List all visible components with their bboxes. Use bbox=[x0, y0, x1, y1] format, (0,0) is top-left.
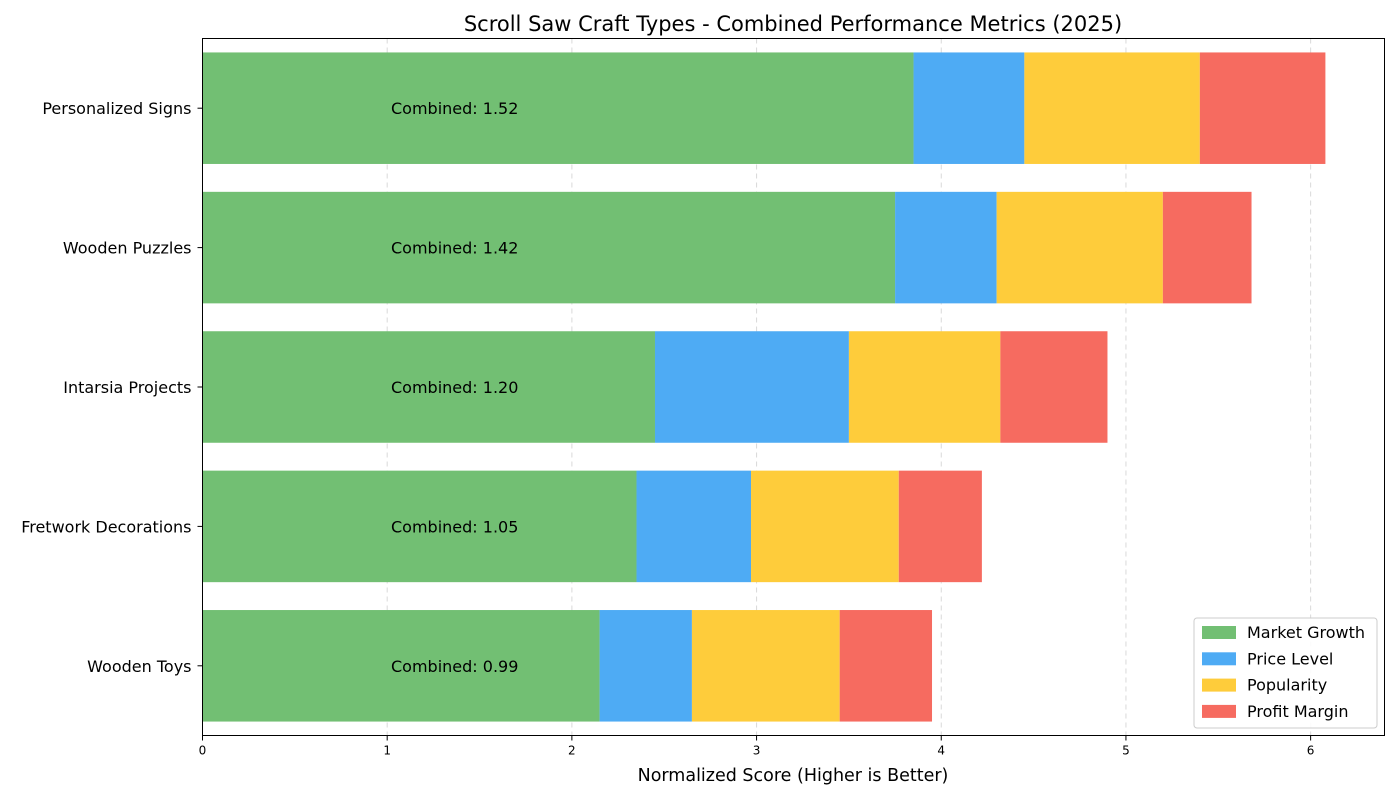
bars bbox=[202, 52, 1326, 722]
legend-label: Popularity bbox=[1247, 676, 1327, 695]
legend-label: Profit Margin bbox=[1247, 702, 1348, 721]
legend: Market Growth Price Level Popularity Profit… bbox=[1193, 617, 1378, 729]
bar-price-level bbox=[636, 470, 752, 583]
x-axis-label: Normalized Score (Higher is Better) bbox=[638, 766, 949, 786]
bar-profit-margin bbox=[1199, 52, 1326, 164]
bar-market-growth bbox=[202, 52, 914, 164]
bar-popularity bbox=[691, 610, 840, 722]
legend-swatch bbox=[1202, 626, 1236, 639]
x-tick-label: 3 bbox=[753, 744, 761, 758]
combined-annotation: Combined: 1.42 bbox=[391, 239, 518, 258]
x-tick-label: 2 bbox=[568, 744, 576, 758]
y-tick-label: Intarsia Projects bbox=[63, 378, 191, 397]
bar-popularity bbox=[1024, 52, 1200, 164]
legend-box bbox=[1193, 617, 1378, 729]
bar-market-growth bbox=[202, 331, 655, 443]
legend-label: Price Level bbox=[1247, 649, 1333, 668]
x-tick-label: 4 bbox=[937, 744, 945, 758]
bar-profit-margin bbox=[898, 470, 982, 583]
legend-swatch bbox=[1202, 678, 1236, 692]
legend-label: Market Growth bbox=[1247, 623, 1365, 642]
bar-popularity bbox=[996, 191, 1163, 304]
bar-popularity bbox=[751, 470, 899, 583]
bar-price-level bbox=[913, 52, 1025, 164]
chart-title: Scroll Saw Craft Types - Combined Perfor… bbox=[464, 12, 1122, 36]
x-tick-label: 5 bbox=[1122, 744, 1130, 758]
bar-market-growth bbox=[202, 191, 896, 304]
bar-popularity bbox=[848, 331, 1001, 443]
y-tick-label: Personalized Signs bbox=[42, 99, 191, 118]
y-axis: Personalized Signs Wooden Puzzles Intarsia… bbox=[21, 99, 203, 676]
combined-annotation: Combined: 1.05 bbox=[391, 517, 518, 536]
bar-price-level bbox=[599, 610, 692, 722]
bar-profit-margin bbox=[839, 610, 933, 722]
y-tick-label: Fretwork Decorations bbox=[21, 517, 191, 536]
combined-annotation: Combined: 1.20 bbox=[391, 378, 518, 397]
x-axis: 0 1 2 3 4 5 6 bbox=[199, 735, 1315, 758]
combined-annotation: Combined: 1.52 bbox=[391, 99, 518, 118]
bar-market-growth bbox=[202, 470, 637, 583]
bar-profit-margin bbox=[1000, 331, 1108, 443]
bar-price-level bbox=[654, 331, 849, 443]
y-tick-label: Wooden Puzzles bbox=[63, 239, 192, 258]
bar-profit-margin bbox=[1162, 191, 1252, 304]
y-tick-label: Wooden Toys bbox=[87, 657, 191, 676]
legend-swatch bbox=[1202, 652, 1236, 666]
x-tick-label: 0 bbox=[199, 744, 207, 758]
x-tick-label: 6 bbox=[1307, 744, 1315, 758]
bar-price-level bbox=[895, 191, 997, 304]
combined-annotation: Combined: 0.99 bbox=[391, 657, 518, 676]
x-tick-label: 1 bbox=[383, 744, 391, 758]
legend-swatch bbox=[1202, 704, 1236, 718]
annotations: Combined: 1.52 Combined: 1.42 Combined: 1.… bbox=[391, 99, 518, 676]
bar-market-growth bbox=[202, 610, 600, 722]
